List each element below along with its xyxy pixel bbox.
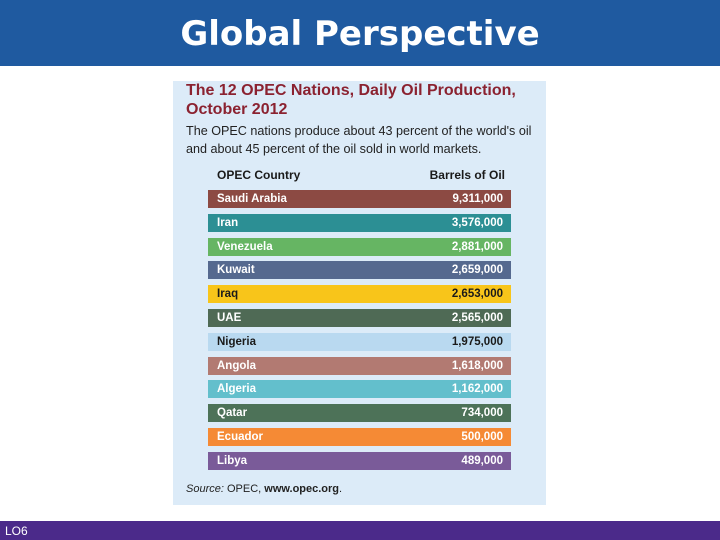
panel-title: The 12 OPEC Nations, Daily Oil Productio…	[186, 81, 536, 119]
table-row: Algeria 1,162,000	[208, 380, 511, 399]
source-end: .	[339, 483, 343, 495]
country-name: Nigeria	[217, 335, 256, 348]
barrels-value: 734,000	[461, 407, 503, 420]
slide-footer: LO6	[0, 521, 720, 540]
table-row: UAE 2,565,000	[208, 309, 511, 327]
country-name: Iraq	[217, 288, 239, 301]
country-name: Algeria	[217, 383, 256, 396]
country-name: Libya	[217, 454, 248, 467]
barrels-value: 1,975,000	[451, 335, 503, 348]
source-url: www.opec.org	[264, 483, 340, 495]
column-header-country: OPEC Country	[217, 168, 301, 182]
table-row: Saudi Arabia 9,311,000	[208, 190, 511, 208]
country-name: Ecuador	[217, 431, 264, 443]
slide-title: Global Perspective	[180, 14, 540, 54]
source-org: OPEC,	[223, 483, 265, 495]
barrels-value: 2,881,000	[451, 240, 503, 253]
panel-title-line-1: The 12 OPEC Nations, Daily Oil Productio…	[186, 82, 516, 99]
table-row: Qatar 734,000	[208, 404, 511, 423]
panel-description-line-2: and about 45 percent of the oil sold in …	[186, 142, 482, 156]
table-row: Kuwait 2,659,000	[208, 261, 511, 280]
learning-objective-label: LO6	[5, 524, 28, 538]
barrels-value: 489,000	[461, 454, 503, 467]
table-row: Venezuela 2,881,000	[208, 237, 511, 256]
barrels-value: 2,653,000	[451, 288, 503, 301]
barrels-value: 500,000	[461, 431, 503, 443]
table-row: Nigeria 1,975,000	[208, 332, 511, 351]
table-row: Angola 1,618,000	[208, 356, 511, 375]
table-row: Iraq 2,653,000	[208, 285, 511, 304]
country-name: UAE	[217, 312, 242, 324]
panel-description-line-1: The OPEC nations produce about 43 percen…	[186, 124, 532, 138]
barrels-value: 1,618,000	[451, 359, 503, 372]
source-note: Source: OPEC, www.opec.org.	[186, 482, 342, 496]
barrels-value: 3,576,000	[451, 216, 503, 229]
slide-header: Global Perspective	[0, 0, 720, 66]
source-label: Source:	[186, 483, 224, 495]
table-row: Libya 489,000	[208, 451, 511, 470]
column-header-barrels: Barrels of Oil	[429, 168, 505, 182]
table-row: Iran 3,576,000	[208, 213, 511, 232]
barrels-value: 9,311,000	[452, 193, 503, 205]
country-name: Kuwait	[217, 264, 255, 277]
country-name: Venezuela	[217, 240, 273, 253]
country-name: Saudi Arabia	[217, 193, 287, 205]
opec-panel: The 12 OPEC Nations, Daily Oil Productio…	[173, 81, 546, 505]
barrels-value: 2,659,000	[451, 264, 503, 277]
country-name: Angola	[217, 359, 256, 372]
table-row: Ecuador 500,000	[208, 428, 511, 446]
barrels-value: 1,162,000	[451, 383, 503, 396]
country-name: Iran	[217, 216, 239, 229]
barrels-value: 2,565,000	[451, 312, 503, 324]
panel-description: The OPEC nations produce about 43 percen…	[186, 122, 541, 158]
panel-title-line-2: October 2012	[186, 101, 288, 118]
country-name: Qatar	[217, 407, 248, 420]
